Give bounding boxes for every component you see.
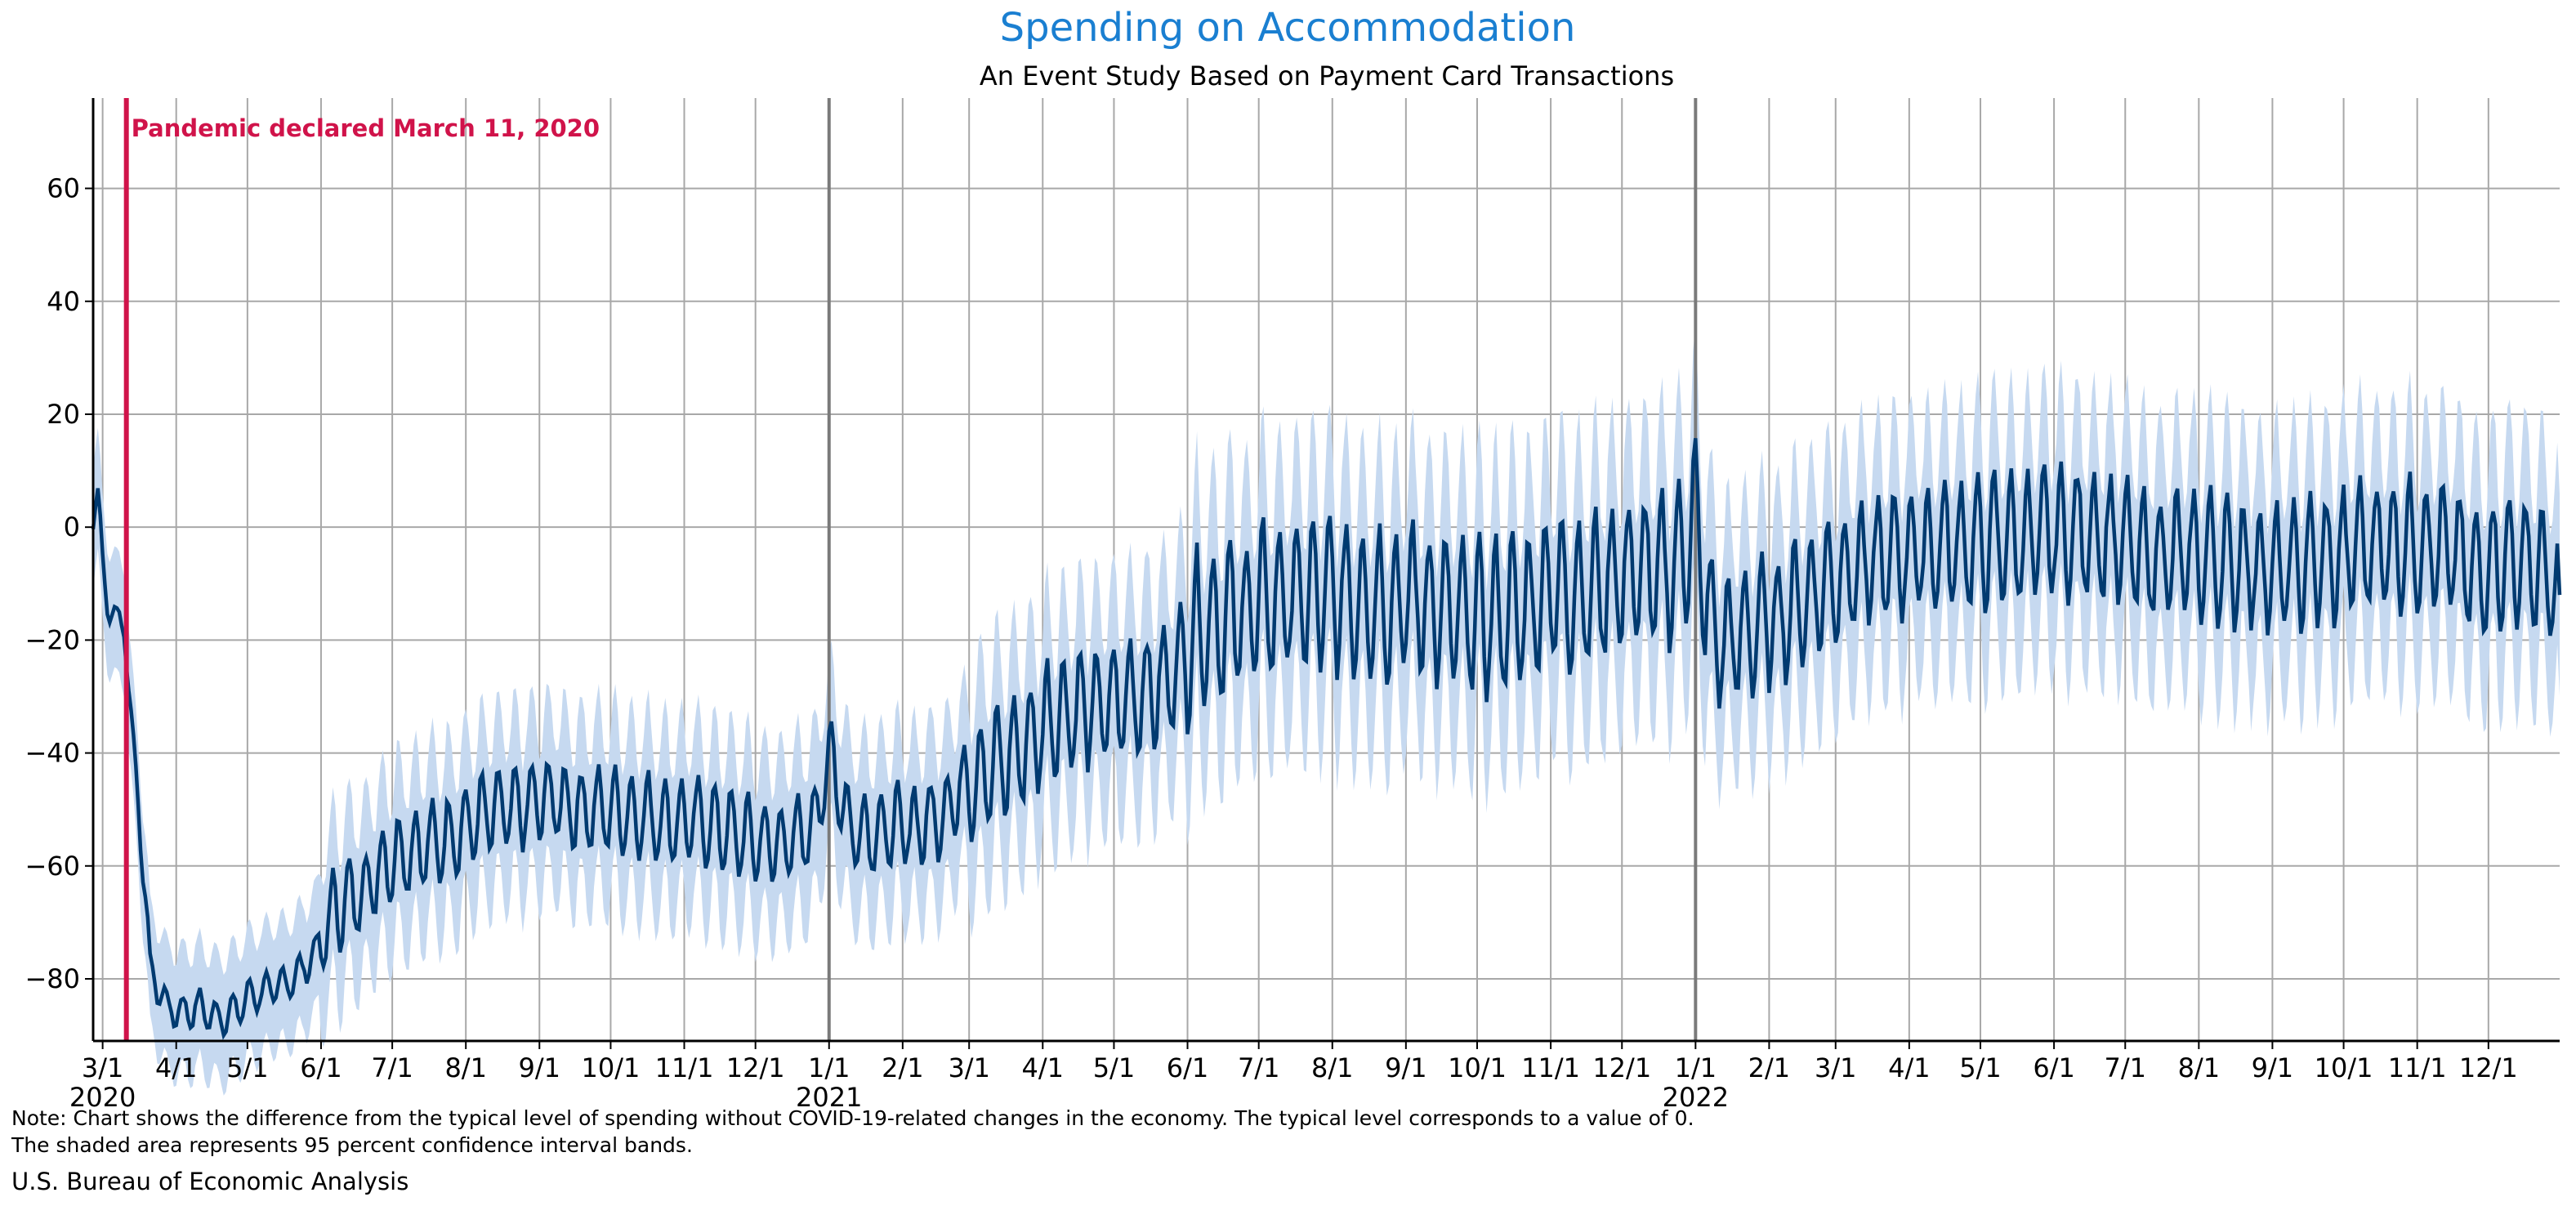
x-tick-label: 7/1	[2105, 1052, 2147, 1083]
x-tick-label: 4/1	[1022, 1052, 1065, 1083]
x-tick-label: 9/1	[519, 1052, 561, 1083]
source-label: U.S. Bureau of Economic Analysis	[11, 1168, 408, 1195]
chart-title: Spending on Accommodation	[1000, 5, 1576, 51]
x-tick-label: 12/1	[1592, 1052, 1651, 1083]
event-label: Pandemic declared March 11, 2020	[132, 114, 600, 142]
x-tick-label: 11/1	[655, 1052, 714, 1083]
x-tick-label: 12/1	[726, 1052, 785, 1083]
x-tick-label: 4/1	[155, 1052, 198, 1083]
x-tick-label: 10/1	[582, 1052, 641, 1083]
y-tick-labels: −80 −60 −40 −20 0 20 40 60	[25, 173, 93, 994]
x-tick-label: 6/1	[1167, 1052, 1209, 1083]
x-year-label: 2021	[796, 1082, 862, 1113]
y-tick-label: −80	[25, 963, 80, 994]
y-tick-label: −20	[25, 624, 80, 655]
x-tick-label: 12/1	[2459, 1052, 2518, 1083]
x-tick-label: 10/1	[1448, 1052, 1507, 1083]
axes	[92, 98, 2560, 1043]
y-tick-label: −40	[25, 738, 80, 769]
x-tick-label: 5/1	[1093, 1052, 1136, 1083]
x-tick-label: 3/1	[82, 1052, 124, 1083]
note-line-1: Note: Chart shows the difference from th…	[11, 1106, 1694, 1130]
x-year-label: 2022	[1663, 1082, 1729, 1113]
y-tick-label: −60	[25, 851, 80, 882]
y-tick-label: 20	[47, 399, 80, 430]
x-tick-label: 9/1	[2252, 1052, 2294, 1083]
x-tick-label: 10/1	[2315, 1052, 2373, 1083]
note-line-2: The shaded area represents 95 percent co…	[11, 1133, 693, 1157]
series-line	[91, 438, 2562, 1040]
y-tick-label: 60	[47, 173, 80, 204]
x-tick-label: 8/1	[2178, 1052, 2221, 1083]
x-tick-labels: 3/1 4/1 5/1 6/1 7/1 8/1 9/1 10/1 11/1 12/1 1/1 2/1 3…	[69, 1041, 2518, 1113]
x-tick-label: 7/1	[1238, 1052, 1280, 1083]
x-tick-label: 2/1	[882, 1052, 924, 1083]
chart-subtitle: An Event Study Based on Payment Card Tra…	[980, 60, 1674, 92]
confidence-band	[93, 327, 2560, 1096]
x-tick-label: 1/1	[808, 1052, 850, 1083]
x-tick-label: 3/1	[948, 1052, 990, 1083]
x-tick-label: 5/1	[226, 1052, 269, 1083]
x-tick-label: 8/1	[1311, 1052, 1354, 1083]
x-tick-label: 3/1	[1815, 1052, 1857, 1083]
x-year-label: 2020	[69, 1082, 136, 1113]
x-tick-label: 11/1	[2388, 1052, 2447, 1083]
event-marker: Pandemic declared March 11, 2020	[123, 98, 600, 1041]
x-tick-label: 4/1	[1888, 1052, 1931, 1083]
x-tick-label: 11/1	[1521, 1052, 1580, 1083]
y-tick-label: 40	[47, 286, 80, 317]
x-tick-label: 7/1	[371, 1052, 413, 1083]
x-tick-label: 9/1	[1385, 1052, 1427, 1083]
x-tick-label: 2/1	[1748, 1052, 1791, 1083]
year-lines	[827, 98, 1698, 1041]
x-tick-label: 6/1	[2033, 1052, 2075, 1083]
x-tick-label: 5/1	[1959, 1052, 2002, 1083]
x-tick-label: 1/1	[1675, 1052, 1717, 1083]
y-tick-label: 0	[64, 511, 80, 543]
x-tick-label: 6/1	[300, 1052, 342, 1083]
x-tick-label: 8/1	[444, 1052, 487, 1083]
